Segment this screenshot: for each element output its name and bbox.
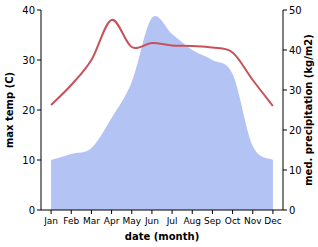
y2-axis xyxy=(283,10,284,210)
x-tick xyxy=(151,210,152,214)
x-tick xyxy=(111,210,112,214)
x-tick-label: Dec xyxy=(264,216,281,226)
x-tick-label: Apr xyxy=(104,216,120,226)
x-tick-label: Feb xyxy=(63,216,79,226)
y-tick xyxy=(37,10,41,11)
y-tick-label: 0 xyxy=(29,205,35,216)
y2-tick xyxy=(283,130,287,131)
y-tick xyxy=(37,210,41,211)
x-tick-label: Jul xyxy=(166,216,178,226)
x-tick xyxy=(71,210,72,214)
y2-tick xyxy=(283,170,287,171)
x-tick xyxy=(232,210,233,214)
y2-tick xyxy=(283,90,287,91)
plot-area xyxy=(51,16,273,210)
x-tick xyxy=(212,210,213,214)
y2-tick xyxy=(283,10,287,11)
y-tick-label: 20 xyxy=(22,105,35,116)
x-axis xyxy=(41,210,283,211)
y-tick-label: 10 xyxy=(22,155,35,166)
x-tick xyxy=(51,210,52,214)
y2-tick-label: 40 xyxy=(289,45,302,56)
precipitation-area xyxy=(51,16,273,210)
x-tick xyxy=(272,210,273,214)
y-tick xyxy=(37,110,41,111)
y2-tick xyxy=(283,210,287,211)
chart: 0 10 20 30 40 0 10 20 30 40 50 Jan Feb Mar AprMayJun Ju… xyxy=(0,0,318,247)
x-tick-label: Oct xyxy=(225,216,241,226)
x-tick-label: May xyxy=(122,216,141,226)
y-tick-label: 30 xyxy=(22,55,35,66)
y2-tick-label: 20 xyxy=(289,125,302,136)
y-axis-label: max temp (C) xyxy=(4,72,15,148)
x-tick-label: Sep xyxy=(204,216,221,226)
x-tick-label: Jan xyxy=(43,216,58,226)
x-tick xyxy=(131,210,132,214)
temperature-line xyxy=(51,20,273,106)
y2-tick-label: 50 xyxy=(289,5,302,16)
y2-tick-label: 0 xyxy=(289,205,295,216)
x-tick xyxy=(91,210,92,214)
x-tick-label: Mar xyxy=(83,216,100,226)
x-tick xyxy=(192,210,193,214)
x-tick-label: Jun xyxy=(144,216,159,226)
y-tick xyxy=(37,160,41,161)
y2-tick-label: 30 xyxy=(289,85,302,96)
x-tick xyxy=(252,210,253,214)
y-tick xyxy=(37,60,41,61)
y2-tick xyxy=(283,50,287,51)
x-tick-label: Nov xyxy=(244,216,262,226)
y2-axis-label: med. precipitation (kg/m2) xyxy=(303,34,314,186)
x-tick-label: Aug xyxy=(183,216,201,226)
x-axis-label: date (month) xyxy=(125,231,199,242)
y-tick-label: 40 xyxy=(22,5,35,16)
x-tick xyxy=(172,210,173,214)
y2-tick-label: 10 xyxy=(289,165,302,176)
